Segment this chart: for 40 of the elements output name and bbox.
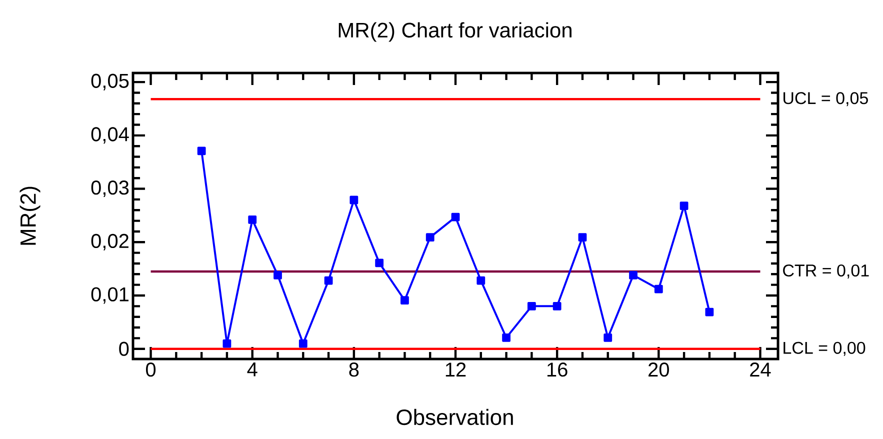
- point: [298, 339, 308, 348]
- x-tick-label: 4: [247, 362, 258, 376]
- point: [222, 339, 232, 348]
- y-tick-label: 0,03: [91, 180, 129, 198]
- point: [705, 308, 714, 316]
- y-axis-title: MR(2): [20, 186, 40, 245]
- chart-title: MR(2) Chart for variacion: [338, 22, 572, 42]
- ref-line-label: UCL = 0,05: [784, 92, 868, 106]
- point: [274, 271, 282, 280]
- point: [476, 276, 486, 285]
- ref-line-label: CTR = 0,01: [783, 264, 869, 279]
- point: [604, 333, 612, 342]
- point: [502, 333, 510, 342]
- y-tick-label: 0: [119, 342, 129, 356]
- x-tick-label: 20: [648, 362, 669, 377]
- point: [400, 296, 409, 305]
- point: [578, 233, 587, 242]
- point: [629, 271, 638, 280]
- point: [451, 212, 460, 222]
- point: [527, 302, 536, 310]
- x-tick-label: 8: [349, 362, 359, 377]
- x-tick-label: 0: [146, 362, 156, 377]
- y-tick-label: 0,05: [91, 74, 129, 90]
- point: [350, 196, 358, 204]
- point: [426, 233, 434, 242]
- point: [248, 216, 257, 224]
- point: [197, 146, 206, 156]
- x-tick-label: 12: [446, 362, 466, 376]
- x-axis-title: Observation: [396, 408, 513, 426]
- point: [552, 302, 562, 310]
- y-tick-label: 0,04: [91, 127, 129, 144]
- ref-line-label: LCL = 0,00: [784, 342, 866, 356]
- y-tick-label: 0,01: [91, 287, 128, 304]
- point: [680, 202, 688, 210]
- x-tick-label: 16: [547, 362, 568, 377]
- point: [375, 258, 384, 268]
- point: [654, 284, 663, 294]
- point: [324, 276, 333, 285]
- x-tick-label: 24: [750, 362, 771, 376]
- y-tick-label: 0,02: [91, 234, 128, 250]
